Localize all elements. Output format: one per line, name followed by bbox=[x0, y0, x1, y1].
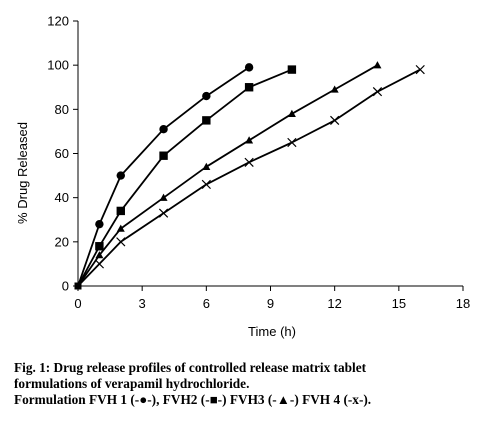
series-1 bbox=[74, 63, 254, 290]
series-4-point-0 bbox=[74, 282, 82, 290]
series-1-line bbox=[77, 66, 250, 287]
y-tick-label-6: 120 bbox=[47, 14, 69, 29]
series-4-point-3 bbox=[158, 208, 169, 218]
series-3-point-7 bbox=[330, 85, 339, 93]
chart-axes bbox=[77, 21, 463, 287]
caption-line-1: Fig. 1: Drug release profiles of control… bbox=[14, 360, 367, 375]
series-4-point-8 bbox=[372, 87, 383, 97]
x-tick-label-4: 12 bbox=[327, 296, 341, 311]
series-4-point-9 bbox=[415, 64, 425, 75]
series-3-point-3 bbox=[159, 193, 168, 201]
series-4-point-1 bbox=[94, 259, 105, 269]
chart-series bbox=[74, 61, 425, 290]
series-4-point-5 bbox=[244, 157, 254, 167]
series-4-point-7 bbox=[330, 115, 340, 125]
series-3-point-1 bbox=[95, 251, 104, 259]
series-3-point-4 bbox=[202, 162, 211, 170]
series-4-point-6 bbox=[287, 137, 297, 148]
caption-line-3: Formulation FVH 1 (-●-), FVH2 (-■-) FVH3… bbox=[14, 392, 372, 407]
y-tick-label-0: 0 bbox=[62, 279, 69, 294]
series-1-point-1 bbox=[95, 219, 104, 229]
x-tick-label-0: 0 bbox=[74, 296, 81, 311]
y-tick-label-4: 80 bbox=[55, 102, 69, 117]
series-3-point-8 bbox=[373, 61, 382, 69]
y-tick-label-3: 60 bbox=[55, 146, 69, 161]
series-2-point-2 bbox=[116, 206, 125, 216]
y-tick-label-1: 20 bbox=[55, 234, 69, 249]
series-2-point-6 bbox=[287, 65, 297, 74]
series-2-point-1 bbox=[95, 242, 104, 251]
x-tick-label-1: 3 bbox=[139, 296, 146, 311]
x-axis-title: Time (h) bbox=[248, 324, 296, 339]
series-4-point-2 bbox=[116, 237, 126, 247]
y-tick-label-2: 40 bbox=[55, 190, 69, 205]
series-4-line bbox=[77, 68, 421, 287]
series-1-point-2 bbox=[116, 171, 125, 180]
series-3-point-5 bbox=[245, 136, 254, 144]
y-axis-title: % Drug Released bbox=[15, 122, 30, 224]
chart-ticks: 0 3 6 9 12 15 18 0 20 40 60 80 100 120 bbox=[47, 14, 470, 312]
caption-line-2: formulations of verapamil hydrochloride. bbox=[14, 376, 250, 391]
series-4 bbox=[74, 64, 425, 290]
drug-release-chart: 0 3 6 9 12 15 18 0 20 40 60 80 100 120 % Drug Release… bbox=[15, 14, 470, 340]
series-2-point-4 bbox=[202, 116, 211, 125]
y-tick-label-5: 100 bbox=[47, 58, 69, 73]
x-tick-label-2: 6 bbox=[203, 296, 210, 311]
series-2-point-5 bbox=[244, 83, 254, 92]
series-2-point-3 bbox=[159, 151, 168, 160]
series-1-point-5 bbox=[244, 63, 254, 72]
x-tick-label-5: 15 bbox=[392, 296, 406, 311]
x-tick-label-3: 9 bbox=[267, 296, 274, 311]
figure-caption: Fig. 1: Drug release profiles of control… bbox=[14, 360, 494, 408]
series-1-point-3 bbox=[159, 125, 168, 134]
series-3-point-2 bbox=[116, 224, 125, 232]
series-1-point-4 bbox=[202, 91, 211, 101]
series-3-point-6 bbox=[287, 109, 296, 117]
x-tick-label-6: 18 bbox=[456, 296, 470, 311]
series-4-point-4 bbox=[201, 179, 211, 190]
